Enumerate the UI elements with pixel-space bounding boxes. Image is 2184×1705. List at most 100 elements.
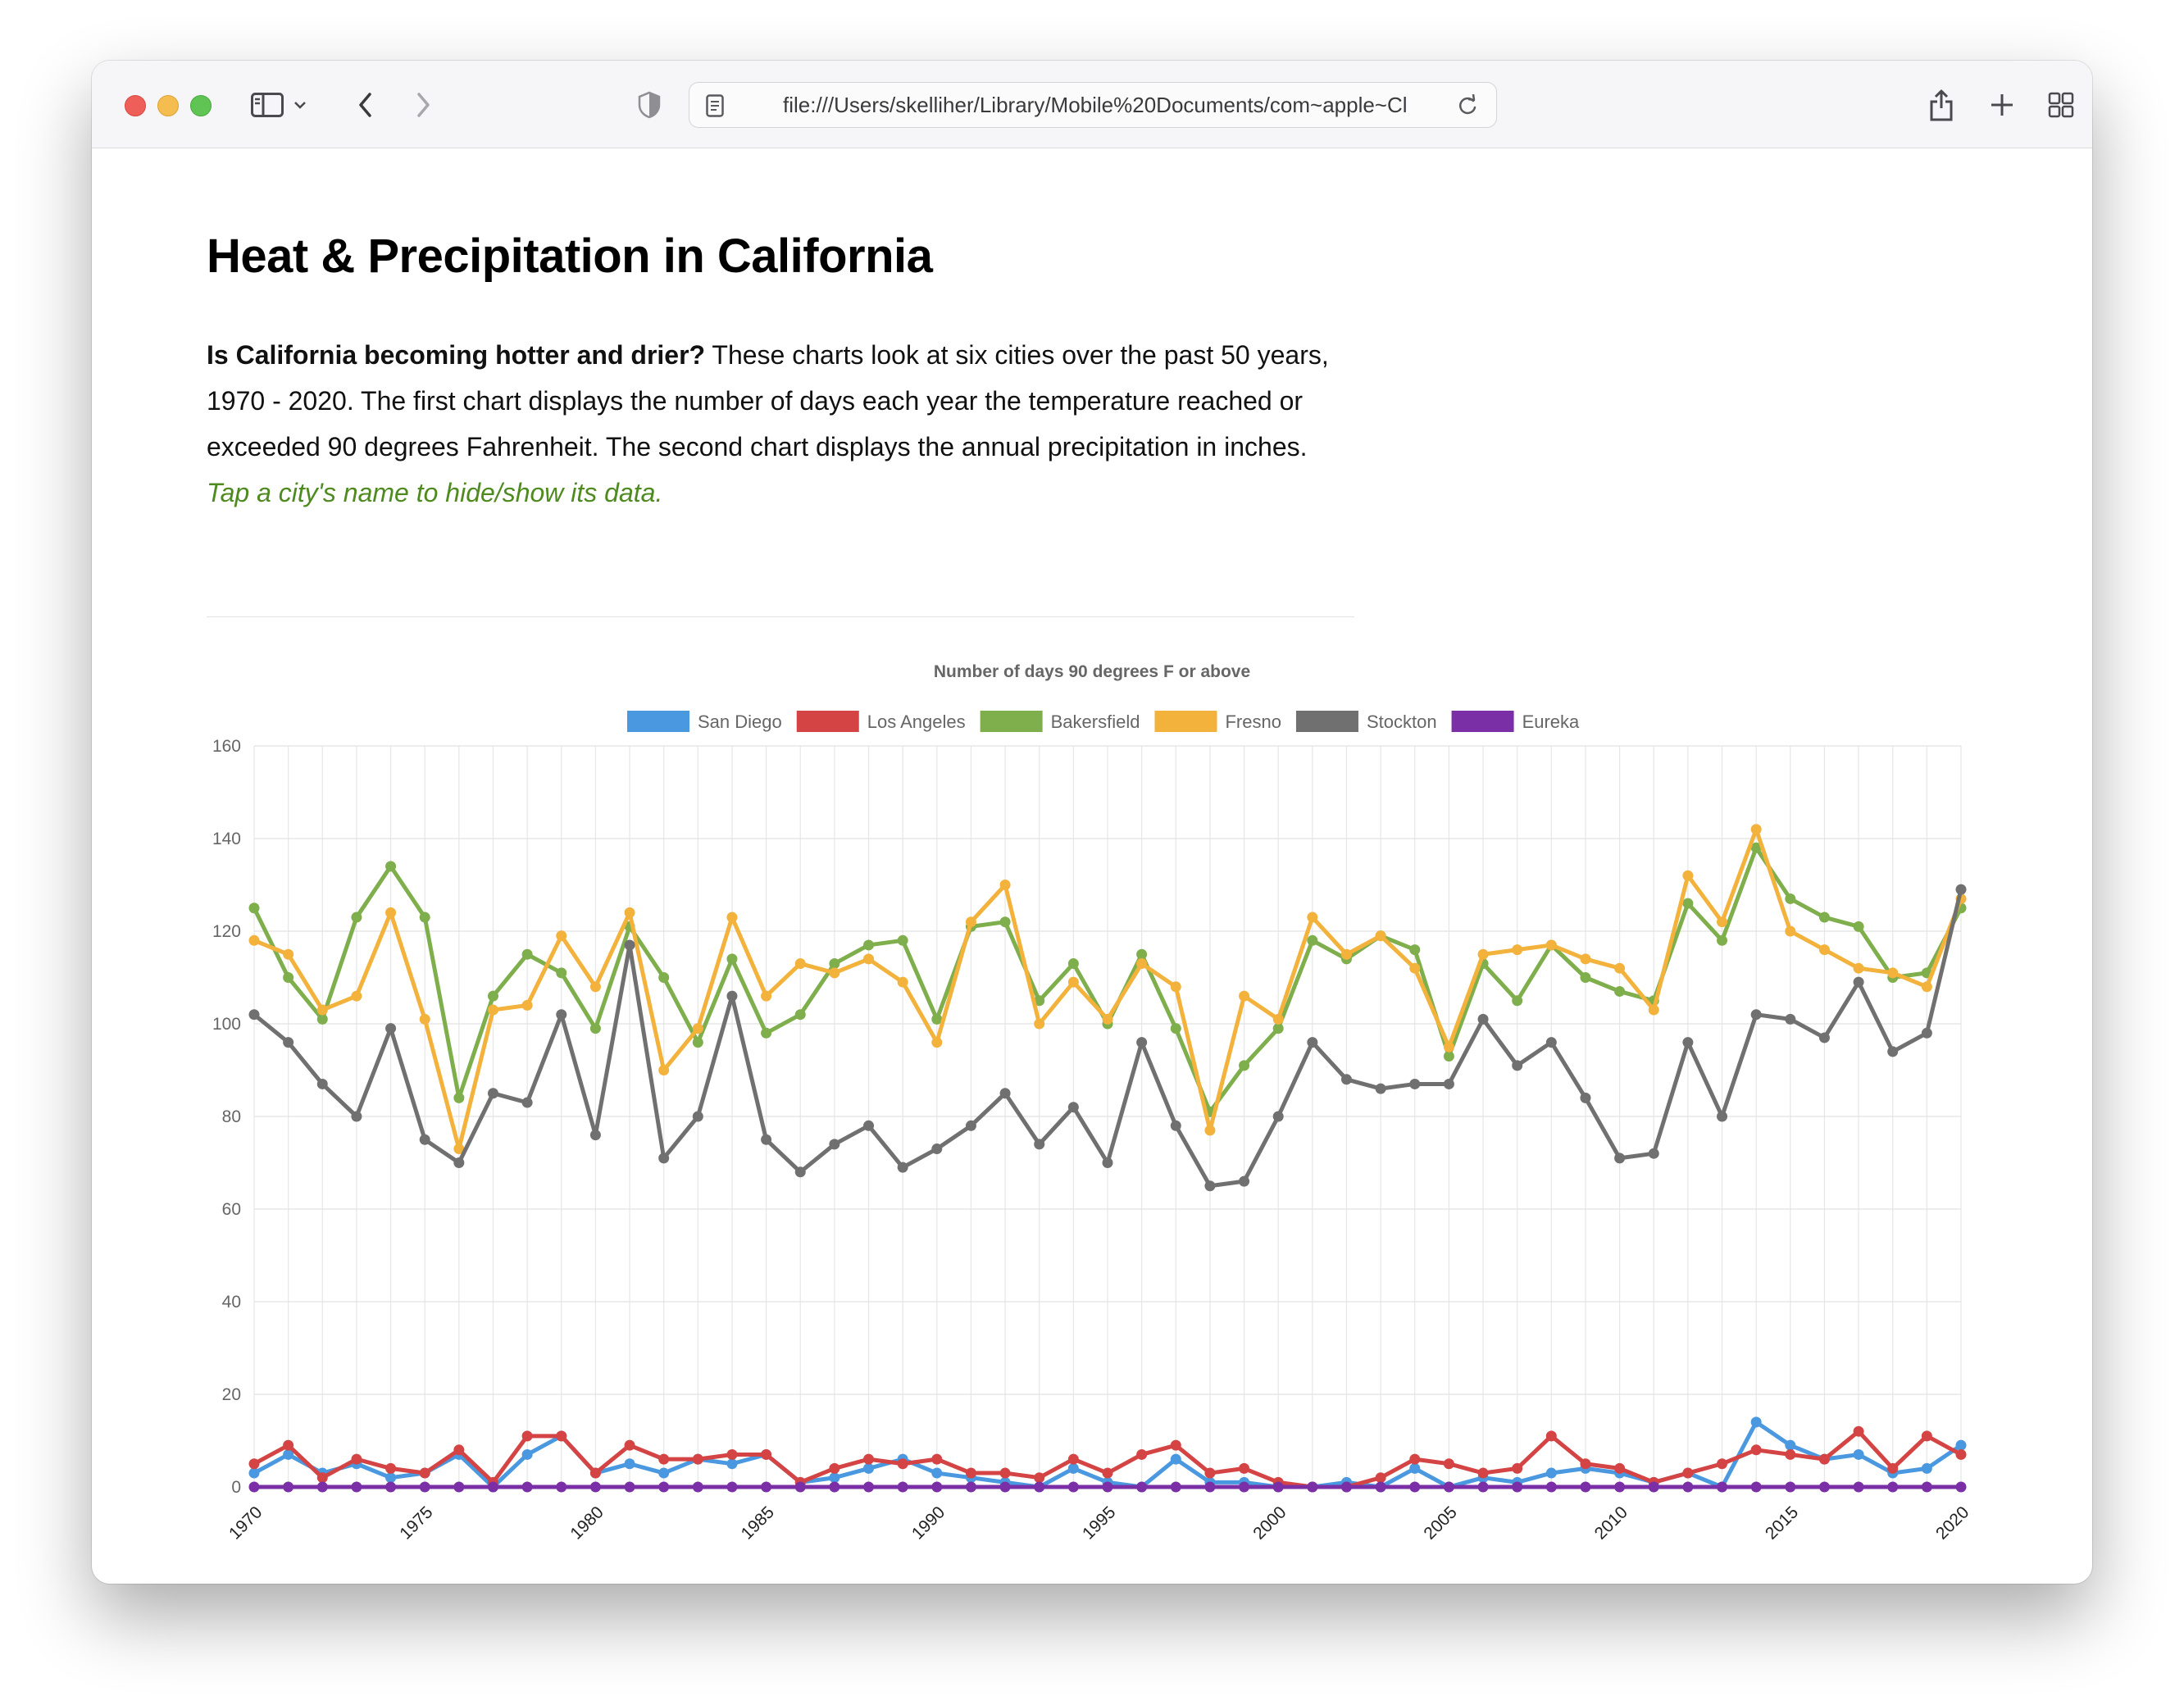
data-point: [1409, 1481, 1421, 1493]
privacy-shield-icon[interactable]: [636, 85, 662, 125]
back-arrow-icon[interactable]: [353, 85, 379, 125]
data-point: [1136, 1037, 1148, 1048]
data-point: [487, 1481, 498, 1493]
page-icon: [703, 86, 727, 125]
data-point: [1785, 925, 1796, 937]
data-point: [1717, 1458, 1728, 1470]
series-fresno: [248, 824, 1967, 1155]
data-point: [692, 1023, 703, 1034]
data-point: [419, 1481, 430, 1493]
data-point: [999, 1467, 1011, 1479]
data-point: [1750, 1009, 1762, 1021]
data-point: [1067, 1102, 1079, 1113]
data-point: [1512, 944, 1523, 956]
legend-label: Los Angeles: [867, 712, 966, 732]
close-window-button[interactable]: [125, 95, 146, 116]
data-point: [1067, 958, 1079, 970]
legend-item-bakersfield[interactable]: Bakersfield: [980, 711, 1140, 732]
data-point: [1682, 1037, 1694, 1048]
data-point: [1580, 953, 1591, 965]
data-point: [1717, 934, 1728, 946]
data-point: [931, 1013, 943, 1025]
data-point: [1034, 995, 1045, 1007]
data-point: [829, 967, 840, 979]
data-point: [1067, 1481, 1079, 1493]
data-point: [385, 861, 397, 872]
legend-swatch: [627, 711, 689, 732]
x-tick-label: 1970: [225, 1503, 266, 1543]
data-point: [1818, 1032, 1830, 1043]
tab-overview-icon[interactable]: [2045, 85, 2077, 125]
data-point: [1239, 1481, 1250, 1493]
data-point: [1614, 1481, 1626, 1493]
share-icon[interactable]: [1925, 85, 1958, 125]
data-point: [1443, 1041, 1454, 1053]
data-point: [1034, 1139, 1045, 1150]
data-point: [1512, 995, 1523, 1007]
data-point: [1648, 1148, 1659, 1159]
browser-toolbar: file:///Users/skelliher/Library/Mobile%2…: [92, 61, 2092, 148]
data-point: [556, 1430, 567, 1442]
data-point: [726, 953, 738, 965]
zoom-window-button[interactable]: [190, 95, 212, 116]
data-point: [1409, 962, 1421, 974]
reload-icon[interactable]: [1455, 86, 1480, 125]
data-point: [1204, 1180, 1216, 1192]
data-point: [283, 1448, 294, 1460]
divider: [207, 616, 1354, 617]
x-tick-label: 2015: [1762, 1503, 1802, 1543]
y-tick-label: 20: [222, 1385, 241, 1404]
legend-item-stockton[interactable]: Stockton: [1295, 711, 1437, 732]
data-point: [1034, 1472, 1045, 1484]
data-point: [351, 1481, 362, 1493]
data-point: [453, 1481, 465, 1493]
data-point: [385, 1472, 397, 1484]
minimize-window-button[interactable]: [157, 95, 179, 116]
y-tick-label: 100: [212, 1015, 241, 1034]
data-point: [1955, 1439, 1967, 1451]
data-point: [453, 1092, 465, 1103]
legend-swatch: [1295, 711, 1358, 732]
legend-item-fresno[interactable]: Fresno: [1154, 711, 1281, 732]
data-point: [556, 1009, 567, 1021]
y-tick-label: 60: [222, 1200, 241, 1219]
data-point: [1955, 884, 1967, 895]
sidebar-toggle-icon[interactable]: [249, 85, 285, 125]
data-point: [1580, 1481, 1591, 1493]
data-point: [1717, 1111, 1728, 1122]
data-point: [1717, 916, 1728, 928]
data-point: [1580, 1458, 1591, 1470]
data-point: [1443, 1078, 1454, 1089]
data-point: [1067, 1462, 1079, 1474]
data-point: [385, 907, 397, 918]
chart-grid: [253, 745, 1962, 1488]
legend-item-eureka[interactable]: Eureka: [1451, 711, 1580, 732]
legend-swatch: [1154, 711, 1217, 732]
data-point: [351, 1111, 362, 1122]
data-point: [1136, 1481, 1148, 1493]
intro-question: Is California becoming hotter and drier?: [207, 340, 706, 370]
new-tab-icon[interactable]: [1986, 85, 2018, 125]
data-point: [999, 1481, 1011, 1493]
data-point: [931, 1143, 943, 1155]
data-point: [1477, 1467, 1489, 1479]
data-point: [248, 1481, 260, 1493]
data-point: [385, 1481, 397, 1493]
legend-item-los-angeles[interactable]: Los Angeles: [796, 711, 966, 732]
forward-arrow-icon[interactable]: [410, 85, 436, 125]
data-point: [1955, 1448, 1967, 1460]
legend-item-san-diego[interactable]: San Diego: [627, 711, 782, 732]
data-point: [965, 1481, 976, 1493]
data-point: [283, 972, 294, 983]
data-point: [453, 1143, 465, 1155]
data-point: [999, 916, 1011, 928]
address-bar[interactable]: file:///Users/skelliher/Library/Mobile%2…: [689, 82, 1497, 128]
data-point: [794, 958, 806, 970]
data-point: [1375, 930, 1386, 942]
chevron-down-icon[interactable]: [292, 85, 308, 125]
data-point: [1717, 1481, 1728, 1493]
x-tick-label: 1975: [396, 1503, 436, 1543]
chart-legend: San Diego Los Angeles Bakersfield Fresno Sto…: [627, 711, 1580, 732]
legend-swatch: [1451, 711, 1514, 732]
data-point: [1921, 1430, 1932, 1442]
